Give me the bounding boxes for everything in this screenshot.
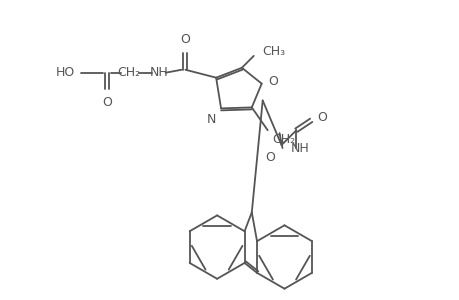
Text: O: O: [317, 111, 326, 124]
Text: HO: HO: [56, 66, 75, 79]
Text: O: O: [180, 33, 190, 46]
Text: N: N: [206, 113, 216, 126]
Text: O: O: [268, 75, 278, 88]
Text: O: O: [265, 151, 275, 164]
Text: CH₃: CH₃: [262, 45, 285, 58]
Text: NH: NH: [149, 66, 168, 79]
Text: O: O: [102, 95, 112, 109]
Text: CH₂: CH₂: [117, 66, 140, 79]
Text: CH₂: CH₂: [272, 133, 295, 146]
Text: NH: NH: [290, 142, 308, 154]
